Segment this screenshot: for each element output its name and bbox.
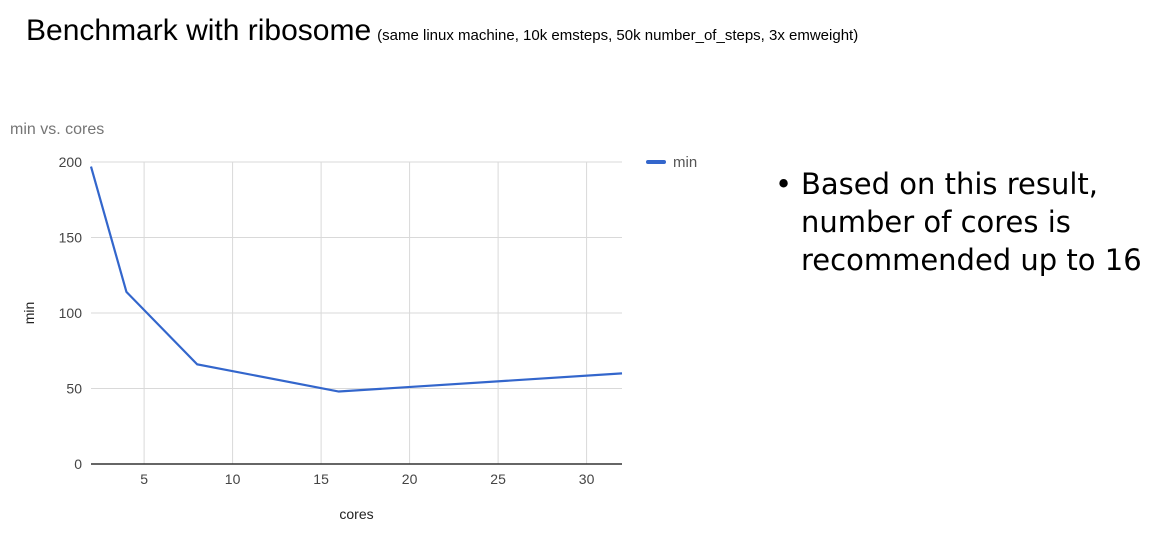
chart-title: min vs. cores — [10, 121, 105, 138]
title-text: Benchmark with ribosome — [26, 14, 372, 47]
slide-subtitle: (same linux machine, 10k emsteps, 50k nu… — [377, 27, 859, 44]
bullet-point: • Based on this result, number of cores i… — [775, 165, 1145, 279]
legend-label: min — [673, 154, 697, 171]
x-axis-label: cores — [339, 506, 373, 522]
x-tick-label: 10 — [225, 471, 241, 487]
y-tick-label: 150 — [59, 230, 83, 246]
line-chart: 0 50 100 150 200 5 10 15 20 25 30 cores min min — [21, 154, 697, 522]
y-tick-label: 0 — [74, 456, 82, 472]
x-tick-label: 30 — [579, 471, 595, 487]
y-axis-label: min — [21, 302, 37, 325]
x-tick-label: 15 — [313, 471, 329, 487]
bullet-dot: • — [775, 167, 793, 201]
series-line — [89, 166, 623, 393]
y-tick-label: 200 — [59, 154, 83, 170]
x-tick-label: 25 — [490, 471, 506, 487]
y-tick-label: 100 — [59, 305, 83, 321]
slide-title: Benchmark with ribosome (same linux machi… — [26, 14, 858, 48]
x-tick-label: 20 — [402, 471, 418, 487]
x-tick-label: 5 — [140, 471, 148, 487]
bullet-text: Based on this result, number of cores is… — [801, 167, 1142, 277]
y-tick-label: 50 — [66, 381, 82, 397]
